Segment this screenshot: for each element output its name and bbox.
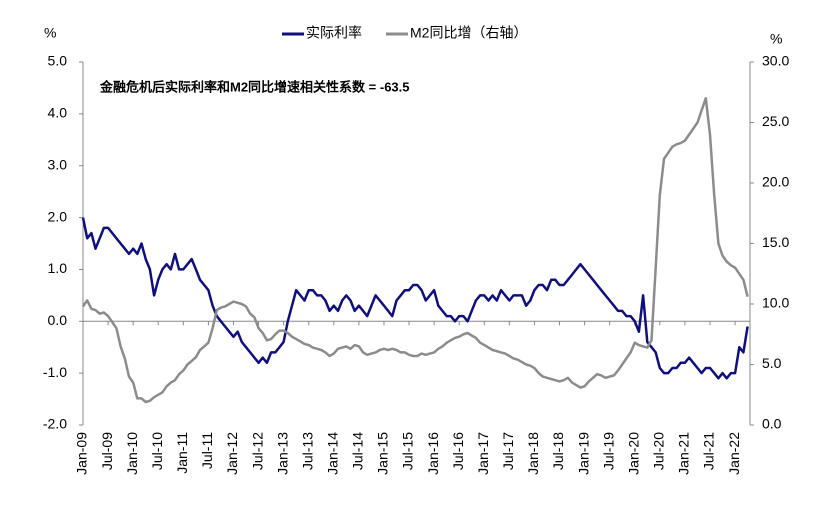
x-tick-label: Jul-21 [701,432,717,470]
annotation: 金融危机后实际利率和M2同比增速相关性系数 = -63.5 [99,79,410,94]
x-tick-label: Jan-14 [325,432,341,475]
x-tick-label: Jul-15 [400,432,416,470]
x-tick-label: Jan-12 [224,432,240,475]
x-tick-label: Jan-09 [74,432,90,475]
x-tick-label: Jan-13 [274,432,290,475]
x-tick-label: Jul-20 [651,432,667,470]
y2-tick-label: 20.0 [762,174,789,190]
series-line [81,97,749,404]
y2-tick-label: 25.0 [762,113,789,129]
legend-label: M2同比增（右轴） [410,25,527,41]
x-tick-label: Jan-11 [174,432,190,474]
x-tick-label: Jul-09 [99,432,115,470]
y-tick-label: 1.0 [48,260,68,276]
x-tick-label: Jul-17 [500,432,516,470]
y-tick-label: 3.0 [48,156,68,172]
y2-tick-label: 15.0 [762,234,789,250]
y-axis-label: % [44,25,56,41]
x-tick-label: Jan-22 [726,432,742,475]
x-tick-label: Jul-16 [450,432,466,470]
x-tick-label: Jan-19 [575,432,591,475]
x-tick-label: Jul-13 [299,432,315,470]
y2-tick-label: 10.0 [762,295,789,311]
y-tick-label: 5.0 [48,53,68,69]
y2-axis-label: % [770,31,782,47]
y-tick-label: 4.0 [48,105,68,121]
y2-tick-label: 5.0 [762,355,782,371]
series-line [81,217,749,380]
y-tick-label: -1.0 [43,364,67,380]
x-tick-label: Jul-19 [600,432,616,470]
x-tick-label: Jan-20 [625,432,641,475]
x-tick-label: Jan-17 [475,432,491,475]
legend-label: 实际利率 [306,25,362,41]
x-tick-label: Jan-10 [124,432,140,475]
y2-tick-label: 0.0 [762,416,782,432]
y-tick-label: 2.0 [48,208,68,224]
x-tick-label: Jan-15 [375,432,391,475]
y2-tick-label: 30.0 [762,53,789,69]
x-tick-label: Jul-12 [249,432,265,470]
x-tick-label: Jul-11 [199,432,215,469]
x-tick-label: Jul-10 [149,432,165,470]
x-tick-label: Jul-14 [350,432,366,470]
x-tick-label: Jan-21 [676,432,692,475]
x-tick-label: Jan-18 [525,432,541,475]
y-tick-label: 0.0 [48,312,68,328]
x-tick-label: Jul-18 [550,432,566,470]
y-tick-label: -2.0 [43,416,67,432]
x-tick-label: Jan-16 [425,432,441,475]
